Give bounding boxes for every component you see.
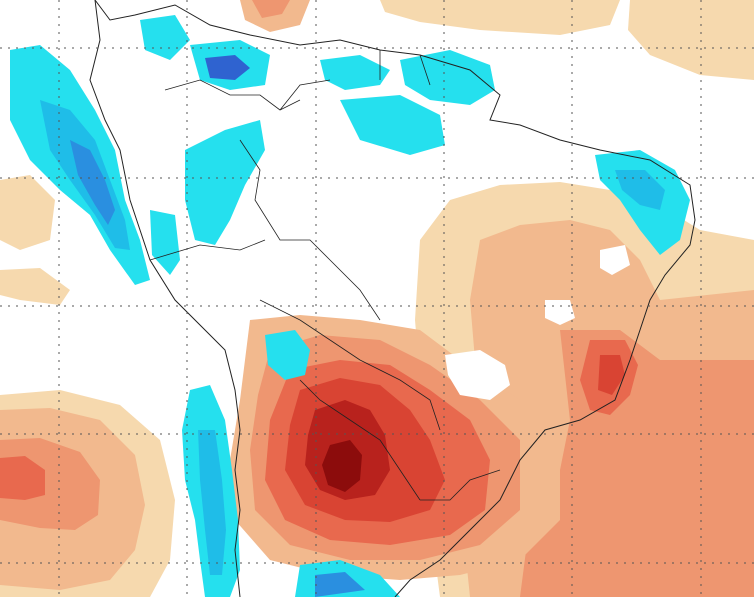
- cool-area-venezuela-core: [205, 55, 250, 80]
- warm-area-northeast-ocean: [628, 0, 754, 80]
- cool-area-patagonia-core: [315, 572, 365, 597]
- cool-area-western-amazon: [185, 120, 265, 245]
- cool-area-amazon-north: [400, 50, 495, 105]
- cool-area-southern-andes-2: [198, 430, 226, 575]
- warm-area-central-peak: [322, 440, 362, 492]
- coastline-layer: [89, 0, 696, 597]
- warm-area-south-pacific-hot: [0, 456, 45, 500]
- cool-anomaly-layer: [10, 15, 690, 597]
- cool-area-amazon-mid: [340, 95, 445, 155]
- neutral-hole-3: [600, 245, 630, 275]
- warm-area-north-strip: [380, 0, 620, 35]
- cool-area-colombia: [140, 15, 190, 60]
- warm-area-west-pacific-2: [0, 268, 70, 305]
- cool-area-guiana: [320, 55, 390, 90]
- cool-area-western-amazon-2: [150, 210, 180, 275]
- warm-area-atlantic-warm: [520, 330, 754, 597]
- pacific-coastline: [89, 0, 241, 597]
- warm-area-west-pacific-1: [0, 175, 55, 250]
- south-america-coastline: [94, 0, 696, 597]
- warm-area-coast-core: [598, 355, 625, 395]
- country-borders: [149, 50, 501, 501]
- neutral-hole-1: [445, 350, 510, 400]
- cool-area-northeast-coast-core: [615, 170, 665, 210]
- cool-area-andes-north-3: [70, 140, 115, 225]
- cool-area-bolivia: [265, 330, 310, 380]
- warm-area-north-top-core: [252, 0, 290, 18]
